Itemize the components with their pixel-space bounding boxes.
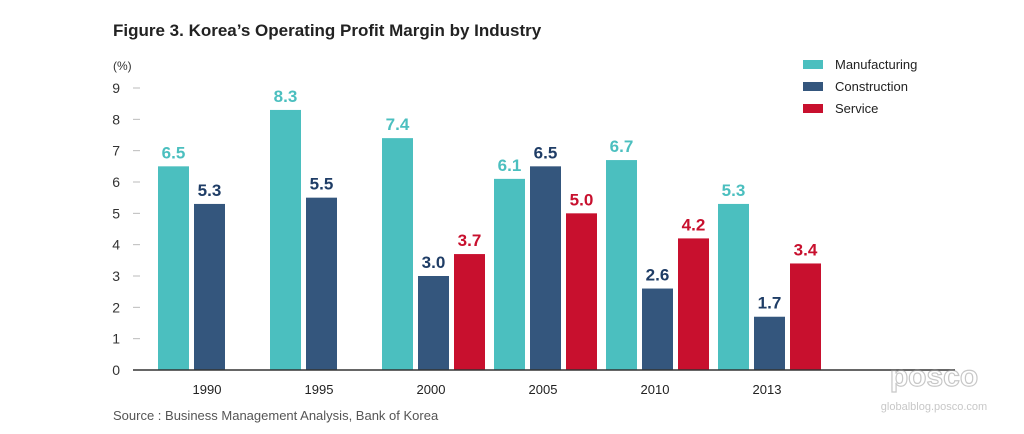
y-tick-label: 8 — [112, 111, 120, 127]
bar-construction-2000 — [418, 276, 449, 370]
y-tick-label: 6 — [112, 174, 120, 190]
legend: Manufacturing Construction Service — [803, 57, 917, 116]
x-tick-label: 2010 — [641, 382, 670, 397]
bar-manufacturing-1995 — [270, 109, 301, 370]
bar-series — [158, 109, 821, 370]
posco-watermark: posco globalblog.posco.com — [881, 359, 987, 413]
bar-construction-1990 — [194, 203, 225, 370]
y-tick-label: 4 — [112, 237, 120, 253]
data-label-manufacturing: 6.7 — [610, 137, 634, 156]
y-tick-label: 2 — [112, 299, 120, 315]
x-tick-label: 2005 — [529, 382, 558, 397]
bar-service-2000 — [454, 254, 485, 370]
bar-manufacturing-2013 — [718, 203, 749, 370]
data-label-service: 4.2 — [682, 215, 706, 234]
bar-construction-2005 — [530, 166, 561, 370]
data-label-manufacturing: 6.5 — [162, 143, 186, 162]
chart-title: Figure 3. Korea’s Operating Profit Margi… — [113, 21, 542, 40]
y-tick-label: 3 — [112, 268, 120, 284]
y-tick-label: 1 — [112, 331, 120, 347]
x-tick-label: 1990 — [193, 382, 222, 397]
bar-service-2013 — [790, 263, 821, 370]
data-label-construction: 1.7 — [758, 294, 782, 313]
y-axis: 0 1 2 3 4 5 6 7 8 9 — [112, 80, 140, 378]
bar-service-2005 — [566, 213, 597, 370]
legend-swatch-service — [803, 104, 823, 113]
y-tick-label: 5 — [112, 205, 120, 221]
data-label-construction: 2.6 — [646, 266, 670, 285]
legend-swatch-manufacturing — [803, 60, 823, 69]
data-label-manufacturing: 6.1 — [498, 156, 522, 175]
data-label-manufacturing: 5.3 — [722, 181, 746, 200]
bar-construction-2010 — [642, 288, 673, 370]
watermark-url: globalblog.posco.com — [881, 401, 987, 413]
legend-swatch-construction — [803, 82, 823, 91]
x-tick-label: 2013 — [753, 382, 782, 397]
x-tick-label: 1995 — [305, 382, 334, 397]
data-label-manufacturing: 8.3 — [274, 87, 298, 106]
y-tick-label: 7 — [112, 143, 120, 159]
data-label-service: 5.0 — [570, 190, 594, 209]
source-note: Source : Business Management Analysis, B… — [113, 408, 439, 423]
posco-logo-text: posco — [890, 360, 978, 393]
bar-construction-2013 — [754, 316, 785, 370]
y-axis-unit: (%) — [113, 59, 132, 73]
x-axis: 1990 1995 2000 2005 2010 2013 — [193, 382, 782, 397]
data-label-construction: 5.5 — [310, 175, 334, 194]
x-tick-label: 2000 — [417, 382, 446, 397]
data-label-construction: 3.0 — [422, 253, 446, 272]
bar-manufacturing-1990 — [158, 166, 189, 370]
y-tick-label: 0 — [112, 362, 120, 378]
data-labels: 6.5 8.3 7.4 6.1 6.7 5.3 5.3 5.5 3.0 6.5 2.6 1.7 3.7 5… — [162, 87, 818, 313]
data-label-service: 3.7 — [458, 231, 482, 250]
bar-service-2010 — [678, 238, 709, 370]
legend-label-service: Service — [835, 101, 878, 116]
legend-label-construction: Construction — [835, 79, 908, 94]
y-tick-label: 9 — [112, 80, 120, 96]
data-label-construction: 6.5 — [534, 143, 558, 162]
bar-construction-1995 — [306, 197, 337, 370]
bar-manufacturing-2005 — [494, 178, 525, 370]
legend-label-manufacturing: Manufacturing — [835, 57, 917, 72]
bar-manufacturing-2000 — [382, 138, 413, 370]
data-label-manufacturing: 7.4 — [386, 115, 410, 134]
data-label-construction: 5.3 — [198, 181, 222, 200]
data-label-service: 3.4 — [794, 240, 818, 259]
bar-manufacturing-2010 — [606, 160, 637, 370]
